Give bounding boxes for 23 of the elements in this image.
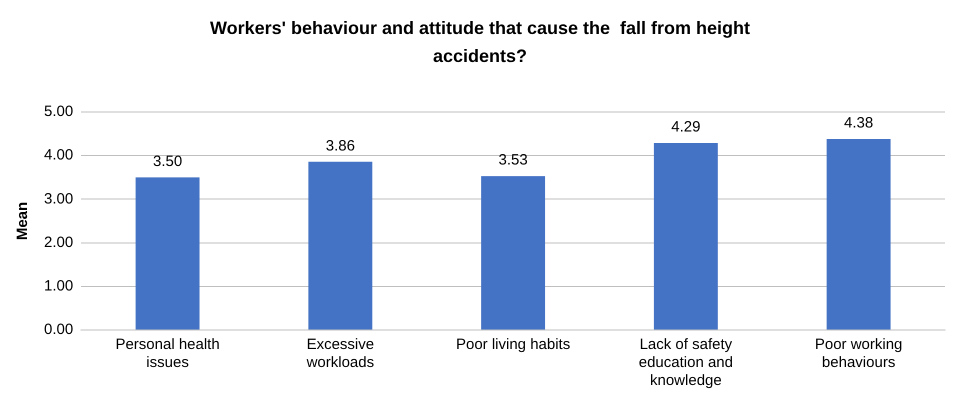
data-label: 3.50 <box>152 153 182 170</box>
y-tick-label: 3.00 <box>44 190 74 208</box>
x-tick-label: Poor living habits <box>456 336 570 354</box>
x-tick-label: Personal health issues <box>115 336 220 372</box>
bar <box>136 177 200 330</box>
data-label: 3.53 <box>498 152 528 169</box>
data-label: 4.29 <box>671 118 700 136</box>
bar <box>654 142 718 330</box>
y-tick-label: 2.00 <box>44 234 74 251</box>
y-tick-label: 0.00 <box>44 321 74 338</box>
y-tick-label: 5.00 <box>44 103 74 120</box>
x-tick-label: Excessive workloads <box>306 336 374 372</box>
bar <box>481 176 546 330</box>
y-tick-label: 1.00 <box>44 278 74 295</box>
bar <box>308 162 372 330</box>
x-tick-label: Poor working behaviours <box>814 336 902 372</box>
data-label: 3.86 <box>326 137 355 154</box>
y-axis-title: Mean <box>14 202 32 240</box>
y-tick-label: 4.00 <box>44 146 74 164</box>
chart-title: Workers' behaviour and attitude that cause the fall from height accidents? <box>208 17 752 68</box>
data-label: 4.38 <box>844 114 874 132</box>
bar <box>826 139 891 330</box>
x-tick-label: Lack of safety education and knowledge <box>638 336 733 390</box>
